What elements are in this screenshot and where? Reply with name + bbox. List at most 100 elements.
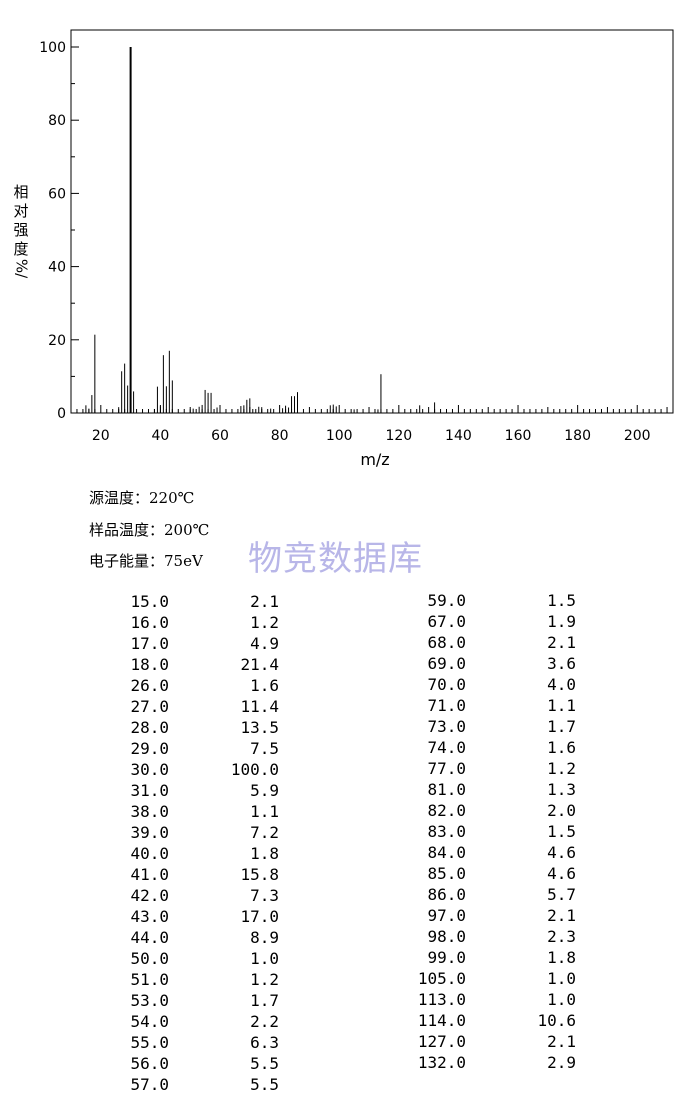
peak-table-left: 15.0 2.1 16.0 1.2 17.0 4.9 18.0 21.4 26.0 1.6 27.0… — [100, 591, 279, 1095]
peak-abundance: 1.5 — [547, 591, 576, 610]
peak-row: 97.0 2.1 — [396, 905, 576, 926]
peak-row: 41.0 15.8 — [100, 864, 279, 885]
y-axis: 0 20 40 60 80 100 — [39, 40, 79, 422]
peak-abundance: 3.6 — [547, 654, 576, 673]
peak-abundance: 6.3 — [250, 1033, 279, 1052]
peak-mz: 99.0 — [427, 948, 466, 967]
watermark: 物竞数据库 — [248, 539, 423, 579]
peak-mz: 15.0 — [130, 592, 169, 611]
peak-mz: 132.0 — [417, 1053, 466, 1072]
peak-row: 54.0 2.2 — [100, 1011, 279, 1032]
peak-row: 29.0 7.5 — [100, 738, 279, 759]
peak-row: 53.0 1.7 — [100, 990, 279, 1011]
x-axis-label: m/z — [360, 450, 390, 469]
peak-mz: 85.0 — [427, 864, 466, 883]
peak-row: 15.0 2.1 — [100, 591, 279, 612]
peak-row: 17.0 4.9 — [100, 633, 279, 654]
peak-row: 38.0 1.1 — [100, 801, 279, 822]
x-tick-label: 40 — [151, 428, 169, 444]
peak-abundance: 13.5 — [240, 718, 279, 737]
x-tick-label: 200 — [624, 428, 651, 444]
peak-abundance: 1.6 — [547, 738, 576, 757]
peak-mz: 69.0 — [427, 654, 466, 673]
peak-row: 73.0 1.7 — [396, 716, 576, 737]
y-axis-unit: %/ — [12, 258, 31, 279]
peak-mz: 55.0 — [130, 1033, 169, 1052]
peak-abundance: 8.9 — [250, 928, 279, 947]
peak-abundance: 7.3 — [250, 886, 279, 905]
peak-row: 40.0 1.8 — [100, 843, 279, 864]
peak-row: 82.0 2.0 — [396, 800, 576, 821]
peak-mz: 38.0 — [130, 802, 169, 821]
peak-abundance: 5.5 — [250, 1054, 279, 1073]
peak-mz: 81.0 — [427, 780, 466, 799]
peak-row: 113.0 1.0 — [396, 989, 576, 1010]
peak-mz: 43.0 — [130, 907, 169, 926]
peak-abundance: 5.9 — [250, 781, 279, 800]
peak-abundance: 4.6 — [547, 864, 576, 883]
peak-row: 27.0 11.4 — [100, 696, 279, 717]
peak-abundance: 1.0 — [250, 949, 279, 968]
peak-row: 127.0 2.1 — [396, 1031, 576, 1052]
peak-abundance: 1.3 — [547, 780, 576, 799]
peak-abundance: 1.5 — [547, 822, 576, 841]
peak-row: 31.0 5.9 — [100, 780, 279, 801]
source-temperature: 源温度：220℃ — [89, 489, 195, 507]
peak-abundance: 2.0 — [547, 801, 576, 820]
peak-mz: 86.0 — [427, 885, 466, 904]
peak-abundance: 1.2 — [547, 759, 576, 778]
peak-mz: 105.0 — [417, 969, 466, 988]
peak-mz: 50.0 — [130, 949, 169, 968]
peak-row: 68.0 2.1 — [396, 632, 576, 653]
x-tick-label: 60 — [211, 428, 229, 444]
y-axis-label-char: 对 — [13, 202, 29, 220]
peak-mz: 82.0 — [427, 801, 466, 820]
peak-row: 44.0 8.9 — [100, 927, 279, 948]
peak-abundance: 1.2 — [250, 613, 279, 632]
peak-row: 51.0 1.2 — [100, 969, 279, 990]
peak-row: 99.0 1.8 — [396, 947, 576, 968]
peak-abundance: 2.1 — [547, 633, 576, 652]
y-axis-label-char: 度 — [13, 240, 29, 258]
peak-mz: 83.0 — [427, 822, 466, 841]
peak-abundance: 2.1 — [547, 1032, 576, 1051]
peak-row: 16.0 1.2 — [100, 612, 279, 633]
peak-mz: 28.0 — [130, 718, 169, 737]
peak-mz: 54.0 — [130, 1012, 169, 1031]
electron-energy: 电子能量：75eV — [89, 552, 203, 570]
plot-frame — [70, 29, 674, 414]
peak-mz: 70.0 — [427, 675, 466, 694]
x-tick-label: 120 — [385, 428, 412, 444]
peak-abundance: 4.0 — [547, 675, 576, 694]
peak-mz: 31.0 — [130, 781, 169, 800]
peak-mz: 97.0 — [427, 906, 466, 925]
peak-abundance: 1.8 — [547, 948, 576, 967]
peak-mz: 68.0 — [427, 633, 466, 652]
peak-abundance: 1.9 — [547, 612, 576, 631]
peak-row: 50.0 1.0 — [100, 948, 279, 969]
peak-abundance: 10.6 — [537, 1011, 576, 1030]
y-axis-label-char: 强 — [13, 221, 29, 239]
peak-abundance: 1.1 — [250, 802, 279, 821]
peak-abundance: 2.1 — [547, 906, 576, 925]
peak-abundance: 5.5 — [250, 1075, 279, 1094]
peak-abundance: 1.1 — [547, 696, 576, 715]
peak-row: 43.0 17.0 — [100, 906, 279, 927]
peak-row: 85.0 4.6 — [396, 863, 576, 884]
peak-row: 42.0 7.3 — [100, 885, 279, 906]
peak-row: 84.0 4.6 — [396, 842, 576, 863]
peak-abundance: 17.0 — [240, 907, 279, 926]
peak-row: 83.0 1.5 — [396, 821, 576, 842]
peak-abundance: 1.0 — [547, 969, 576, 988]
peak-abundance: 11.4 — [240, 697, 279, 716]
peak-mz: 56.0 — [130, 1054, 169, 1073]
peak-mz: 71.0 — [427, 696, 466, 715]
peak-abundance: 1.7 — [250, 991, 279, 1010]
peak-abundance: 7.5 — [250, 739, 279, 758]
peak-abundance: 4.6 — [547, 843, 576, 862]
peak-mz: 77.0 — [427, 759, 466, 778]
peak-row: 67.0 1.9 — [396, 611, 576, 632]
peak-mz: 98.0 — [427, 927, 466, 946]
peak-row: 28.0 13.5 — [100, 717, 279, 738]
peak-abundance: 100.0 — [230, 760, 279, 779]
